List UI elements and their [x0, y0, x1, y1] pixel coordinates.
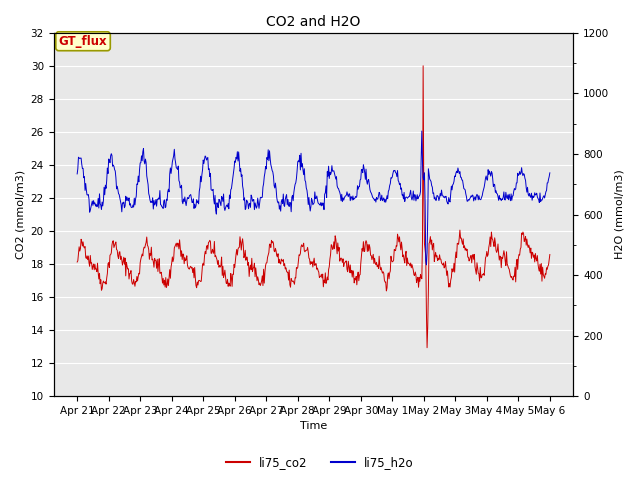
- Legend: li75_co2, li75_h2o: li75_co2, li75_h2o: [221, 452, 419, 474]
- X-axis label: Time: Time: [300, 421, 327, 432]
- Line: li75_co2: li75_co2: [77, 66, 550, 348]
- Text: GT_flux: GT_flux: [59, 35, 108, 48]
- Title: CO2 and H2O: CO2 and H2O: [266, 15, 361, 29]
- Y-axis label: H2O (mmol/m3): H2O (mmol/m3): [615, 169, 625, 259]
- Line: li75_h2o: li75_h2o: [77, 131, 550, 265]
- Y-axis label: CO2 (mmol/m3): CO2 (mmol/m3): [15, 170, 25, 259]
